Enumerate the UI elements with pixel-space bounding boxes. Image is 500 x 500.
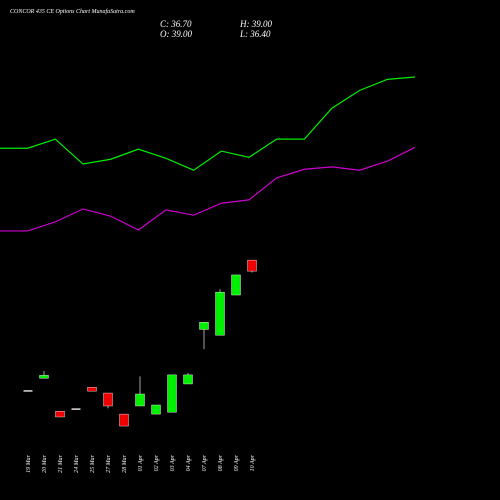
candle-body — [103, 392, 113, 407]
candle-body — [55, 411, 65, 418]
candle-body — [183, 374, 193, 385]
x-tick-label: 25 Mar — [90, 454, 96, 472]
x-tick-label: 07 Apr — [202, 454, 208, 471]
x-tick-label: 27 Mar — [106, 454, 112, 472]
candle-body — [215, 291, 225, 336]
x-tick-label: 21 Mar — [58, 454, 64, 472]
line-series — [0, 76, 416, 171]
line-series — [0, 146, 416, 232]
chart-title: CONCOR 435 CE Options Chart MunafaSutra.… — [10, 8, 135, 15]
candle-body — [39, 375, 49, 379]
candle-body — [167, 374, 177, 413]
candle-body — [23, 390, 33, 392]
candle-body — [71, 408, 81, 410]
candle-body — [87, 387, 97, 392]
candle-body — [231, 274, 241, 296]
x-tick-label: 20 Mar — [42, 454, 48, 472]
candle-body — [151, 404, 161, 415]
x-tick-label: 08 Apr — [218, 454, 224, 471]
x-tick-label: 24 Mar — [73, 454, 80, 472]
close-label: C: 36.70 — [160, 19, 192, 29]
candle-body — [247, 259, 257, 272]
candle-body — [135, 393, 145, 407]
candle-body — [119, 413, 129, 427]
x-tick-label: 03 Apr — [170, 454, 176, 471]
x-tick-label: 09 Apr — [234, 454, 240, 471]
high-label: H: 39.00 — [239, 19, 272, 29]
x-tick-label: 28 Mar — [122, 454, 128, 472]
x-tick-label: 19 Mar — [26, 454, 32, 472]
x-tick-label: 10 Apr — [250, 454, 256, 471]
open-label: O: 39.00 — [160, 29, 192, 39]
low-label: L: 36.40 — [239, 29, 271, 39]
x-tick-label: 02 Apr — [154, 454, 160, 471]
x-tick-label: 04 Apr — [185, 454, 192, 471]
candle-body — [199, 322, 209, 330]
x-tick-label: 01 Apr — [138, 454, 144, 471]
